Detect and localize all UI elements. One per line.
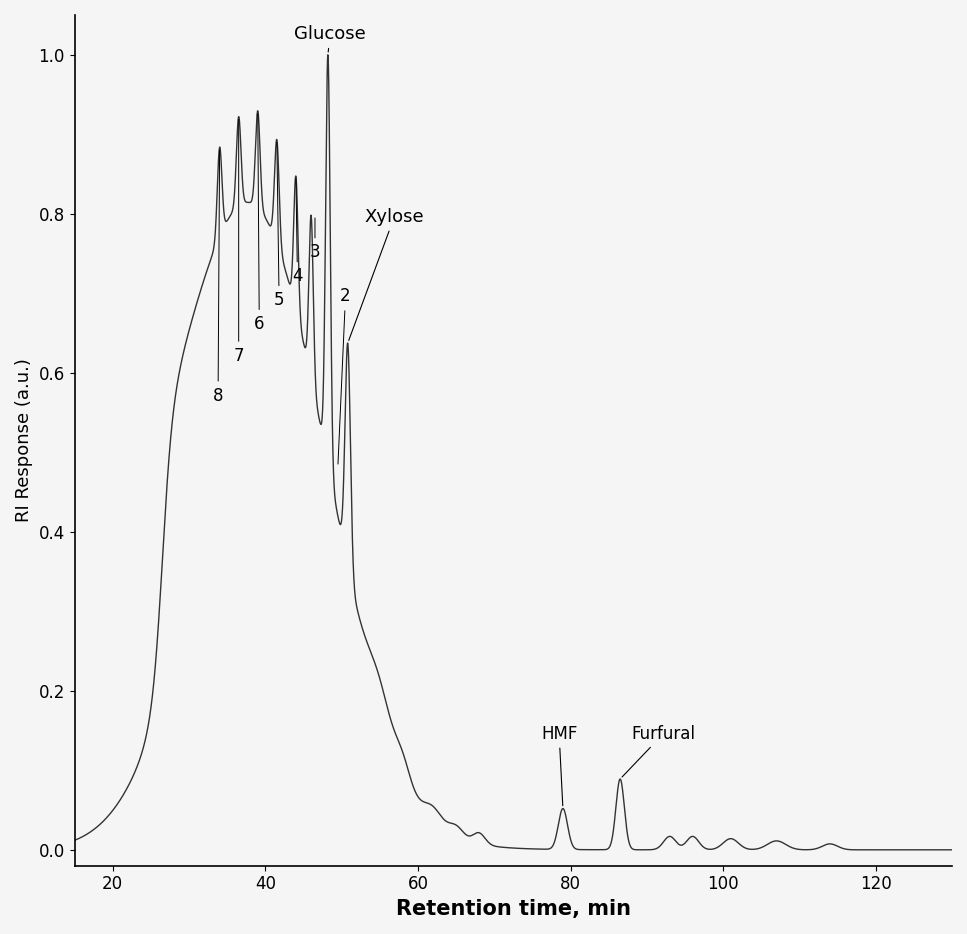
Text: 3: 3	[309, 218, 320, 262]
Text: 6: 6	[254, 114, 265, 333]
Text: Xylose: Xylose	[349, 207, 425, 341]
X-axis label: Retention time, min: Retention time, min	[396, 899, 630, 919]
Text: 5: 5	[274, 142, 284, 309]
Text: 4: 4	[292, 178, 303, 286]
Text: 7: 7	[233, 120, 244, 365]
Text: Furfural: Furfural	[622, 725, 695, 777]
Text: 2: 2	[338, 288, 351, 464]
Text: Glucose: Glucose	[294, 25, 366, 52]
Text: HMF: HMF	[541, 725, 577, 806]
Text: 8: 8	[213, 149, 223, 404]
Y-axis label: RI Response (a.u.): RI Response (a.u.)	[15, 359, 33, 522]
